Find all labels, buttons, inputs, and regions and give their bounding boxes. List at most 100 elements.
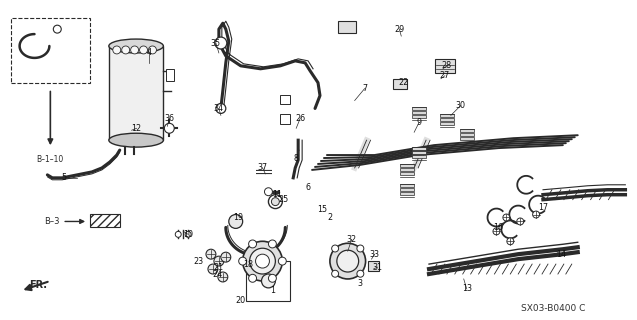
Text: 9: 9 — [417, 118, 422, 127]
Bar — [166, 69, 175, 81]
Circle shape — [330, 243, 366, 279]
Circle shape — [206, 249, 216, 259]
Circle shape — [268, 240, 276, 248]
Bar — [246, 261, 290, 301]
Text: 28: 28 — [442, 61, 452, 70]
Circle shape — [215, 37, 227, 49]
Bar — [400, 188, 414, 191]
Circle shape — [493, 228, 500, 235]
Bar — [338, 21, 355, 33]
Text: SX03-B0400 C: SX03-B0400 C — [521, 304, 585, 313]
Bar — [400, 164, 414, 167]
Text: 25: 25 — [278, 195, 289, 204]
Text: 19: 19 — [234, 213, 244, 222]
Bar — [412, 151, 426, 154]
Text: 1: 1 — [270, 286, 275, 295]
Circle shape — [268, 274, 276, 282]
Circle shape — [332, 270, 339, 277]
Text: 6: 6 — [306, 183, 311, 192]
Text: 4: 4 — [147, 48, 152, 57]
Text: 27: 27 — [440, 71, 450, 80]
Bar — [400, 192, 414, 195]
Circle shape — [216, 103, 225, 113]
Circle shape — [214, 256, 224, 266]
Text: 26: 26 — [295, 114, 305, 123]
Text: 34: 34 — [214, 104, 224, 113]
Circle shape — [357, 245, 364, 252]
Bar — [412, 111, 426, 114]
Text: 32: 32 — [347, 235, 357, 244]
Circle shape — [185, 231, 191, 237]
Circle shape — [248, 274, 257, 282]
Circle shape — [218, 272, 228, 282]
Circle shape — [533, 211, 540, 218]
Bar — [412, 155, 426, 158]
Text: B–1–10: B–1–10 — [37, 155, 64, 164]
Text: B–3: B–3 — [45, 217, 60, 226]
Bar — [412, 116, 426, 118]
Circle shape — [113, 46, 121, 54]
Bar — [400, 172, 414, 175]
Text: 20: 20 — [236, 296, 246, 305]
Text: 31: 31 — [373, 263, 382, 272]
Bar — [280, 114, 290, 124]
Text: 14: 14 — [556, 250, 566, 259]
Text: 23: 23 — [193, 257, 203, 266]
Bar — [440, 122, 454, 125]
Bar — [368, 261, 380, 271]
Circle shape — [175, 231, 181, 237]
Text: 5: 5 — [62, 173, 67, 182]
Text: 8: 8 — [294, 154, 299, 163]
Bar — [400, 168, 414, 171]
Text: 35: 35 — [211, 38, 221, 48]
Circle shape — [262, 274, 275, 288]
Text: 10: 10 — [183, 230, 193, 239]
Text: 17: 17 — [538, 203, 548, 212]
Text: 13: 13 — [462, 284, 472, 293]
Circle shape — [332, 245, 339, 252]
Text: FR.: FR. — [29, 280, 47, 290]
Bar — [90, 213, 120, 228]
Circle shape — [268, 195, 282, 209]
Bar — [440, 114, 454, 117]
Bar — [460, 129, 474, 132]
Circle shape — [243, 241, 282, 281]
Bar — [460, 133, 474, 136]
Circle shape — [248, 240, 257, 248]
Ellipse shape — [109, 133, 163, 147]
Text: 24: 24 — [213, 269, 223, 278]
Circle shape — [503, 214, 510, 221]
Text: 12: 12 — [131, 124, 141, 133]
Text: 33: 33 — [369, 250, 380, 259]
Circle shape — [239, 257, 247, 265]
Text: 16: 16 — [494, 223, 503, 232]
Text: 37: 37 — [257, 164, 268, 172]
Circle shape — [517, 218, 524, 225]
Text: 21: 21 — [214, 263, 224, 272]
Bar — [435, 59, 455, 73]
Circle shape — [221, 252, 231, 262]
Circle shape — [357, 270, 364, 277]
Circle shape — [122, 46, 130, 54]
Circle shape — [507, 238, 514, 245]
Circle shape — [255, 254, 269, 268]
Circle shape — [131, 46, 139, 54]
Text: 22: 22 — [398, 78, 408, 87]
Bar — [440, 118, 454, 121]
Circle shape — [264, 188, 273, 196]
Circle shape — [278, 257, 286, 265]
Ellipse shape — [109, 39, 163, 53]
Text: 2: 2 — [327, 213, 333, 222]
Text: 36: 36 — [164, 114, 175, 123]
Text: 29: 29 — [394, 25, 404, 34]
Bar — [109, 46, 163, 140]
Bar — [280, 95, 290, 105]
Text: 3: 3 — [357, 279, 362, 288]
Text: 30: 30 — [455, 101, 466, 110]
Circle shape — [148, 46, 157, 54]
Bar — [460, 137, 474, 140]
Circle shape — [250, 248, 275, 274]
Bar — [393, 79, 407, 89]
Circle shape — [208, 264, 218, 274]
Bar — [11, 18, 90, 83]
